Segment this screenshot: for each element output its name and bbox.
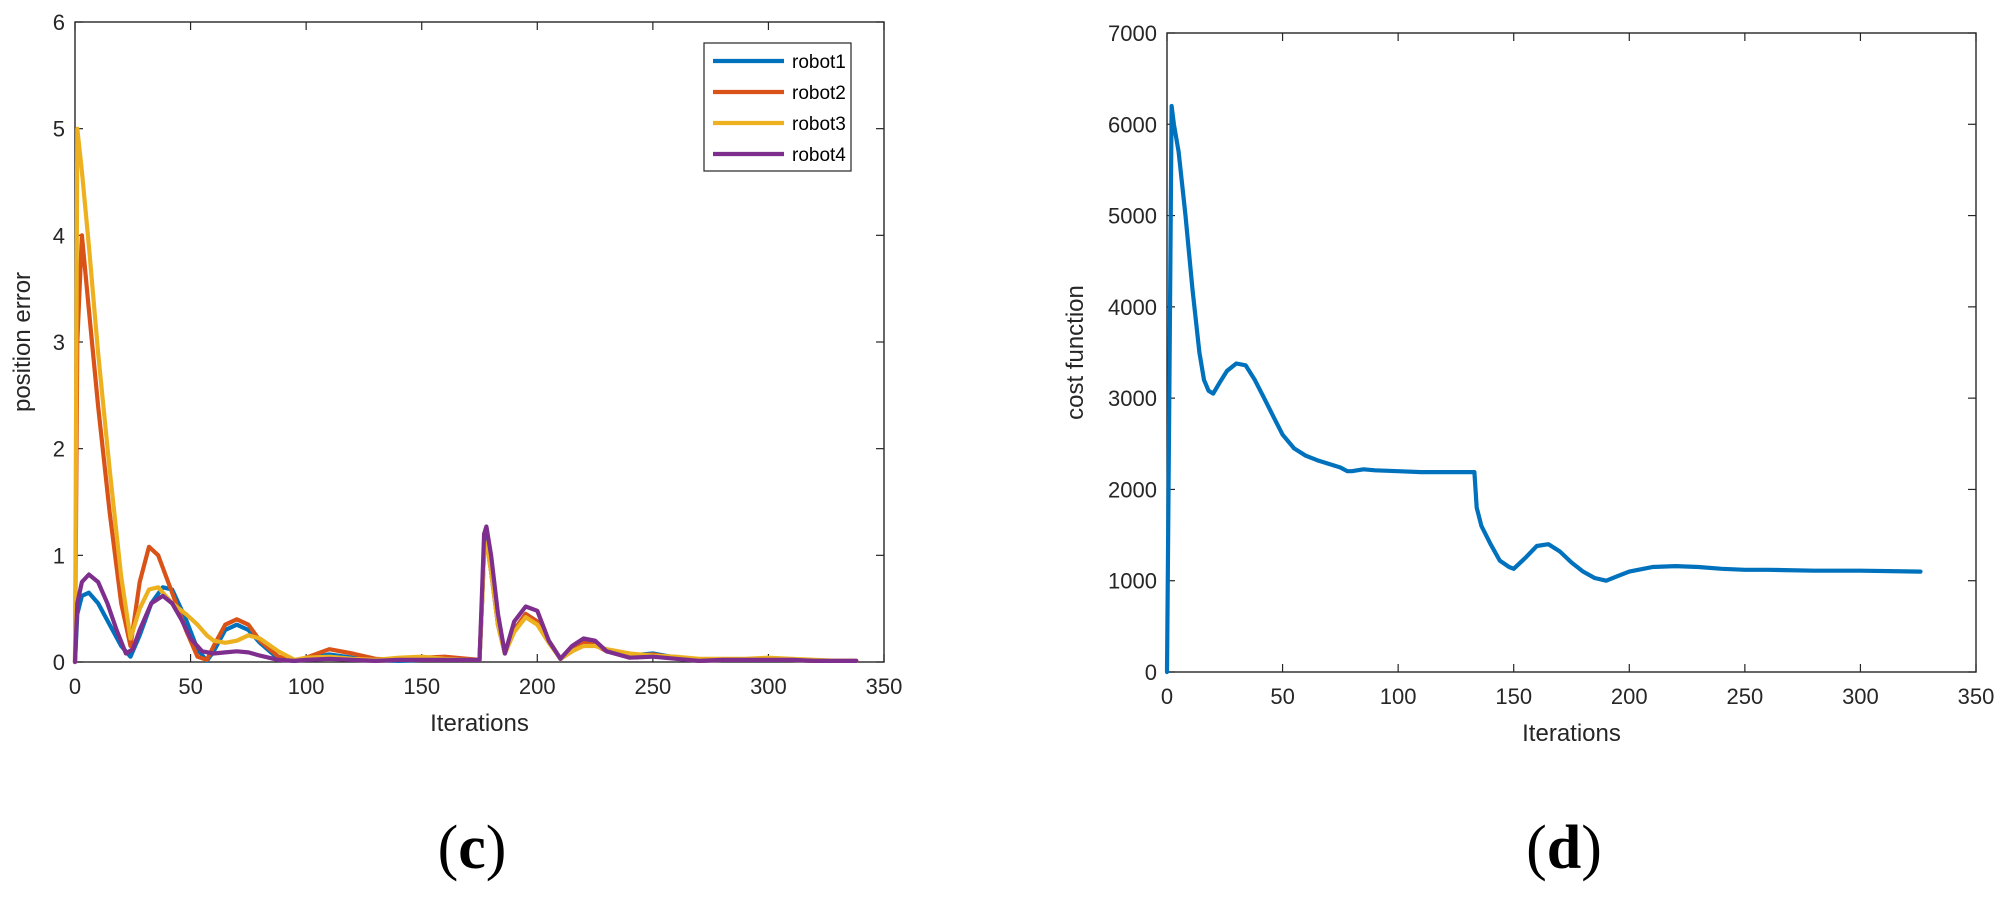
x-tick-label: 200 <box>1611 684 1648 709</box>
y-tick-label: 7000 <box>1108 21 1157 46</box>
panel-label: (d) <box>1526 814 1602 882</box>
y-tick-label: 6 <box>53 10 65 35</box>
y-tick-label: 5000 <box>1108 204 1157 229</box>
chart-d: 0 50 100 150 200 250 300 350 0 1000 2000 3000 4000 50… <box>1062 21 1994 882</box>
chart-c: 0 50 100 150 200 250 300 350 0 1 2 3 4 5 6 Iterations po… <box>9 10 902 882</box>
series-line-series-1 <box>1164 103 1923 675</box>
x-tick-label: 150 <box>403 674 440 699</box>
y-axis-label: cost function <box>1062 285 1089 420</box>
panel-label-letter: c <box>458 814 486 882</box>
x-tick-label: 150 <box>1495 684 1532 709</box>
x-tick-label: 350 <box>866 674 903 699</box>
plot-area-frame <box>1166 32 1977 673</box>
x-tick-label: 50 <box>178 674 202 699</box>
panel-label-paren-open: ( <box>1526 814 1547 882</box>
legend-label-robot3: robot3 <box>792 114 846 135</box>
x-tick-label: 300 <box>750 674 787 699</box>
y-tick-label: 0 <box>53 650 65 675</box>
x-tick-label: 0 <box>1161 684 1173 709</box>
y-tick-label: 3000 <box>1108 386 1157 411</box>
series-line-robot2 <box>72 233 859 665</box>
x-tick-label: 0 <box>69 674 81 699</box>
y-tick-label: 3 <box>53 330 65 355</box>
series-line-robot4 <box>72 524 859 665</box>
legend-label-robot2: robot2 <box>792 83 846 104</box>
panel-label: (c) <box>438 814 507 882</box>
x-axis-label: Iterations <box>1522 720 1621 747</box>
panel-label-paren-open: ( <box>438 814 459 882</box>
legend-box <box>703 42 852 172</box>
panel-label-paren-close: ) <box>486 814 507 882</box>
legend-label-robot1: robot1 <box>792 52 846 73</box>
y-tick-label: 6000 <box>1108 112 1157 137</box>
x-tick-label: 250 <box>1726 684 1763 709</box>
x-tick-label: 100 <box>1380 684 1417 709</box>
x-axis-label: Iterations <box>430 710 529 737</box>
panel-label-paren-close: ) <box>1581 814 1602 882</box>
legend: robot1 robot2 robot3 robot4 <box>703 42 852 172</box>
y-tick-label: 1 <box>53 543 65 568</box>
x-tick-label: 300 <box>1842 684 1879 709</box>
legend-label-robot4: robot4 <box>792 145 846 166</box>
panel-label-letter: d <box>1547 814 1581 882</box>
y-tick-label: 4000 <box>1108 295 1157 320</box>
x-tick-label: 350 <box>1958 684 1995 709</box>
y-axis-label: position error <box>9 272 36 412</box>
y-tick-label: 0 <box>1145 660 1157 685</box>
y-tick-label: 5 <box>53 117 65 142</box>
y-tick-label: 1000 <box>1108 569 1157 594</box>
x-tick-label: 50 <box>1270 684 1294 709</box>
series-line-robot3 <box>72 126 859 665</box>
x-tick-label: 250 <box>634 674 671 699</box>
y-tick-label: 2000 <box>1108 477 1157 502</box>
x-tick-label: 100 <box>288 674 325 699</box>
y-tick-label: 2 <box>53 437 65 462</box>
x-tick-label: 200 <box>519 674 556 699</box>
y-tick-label: 4 <box>53 223 65 248</box>
